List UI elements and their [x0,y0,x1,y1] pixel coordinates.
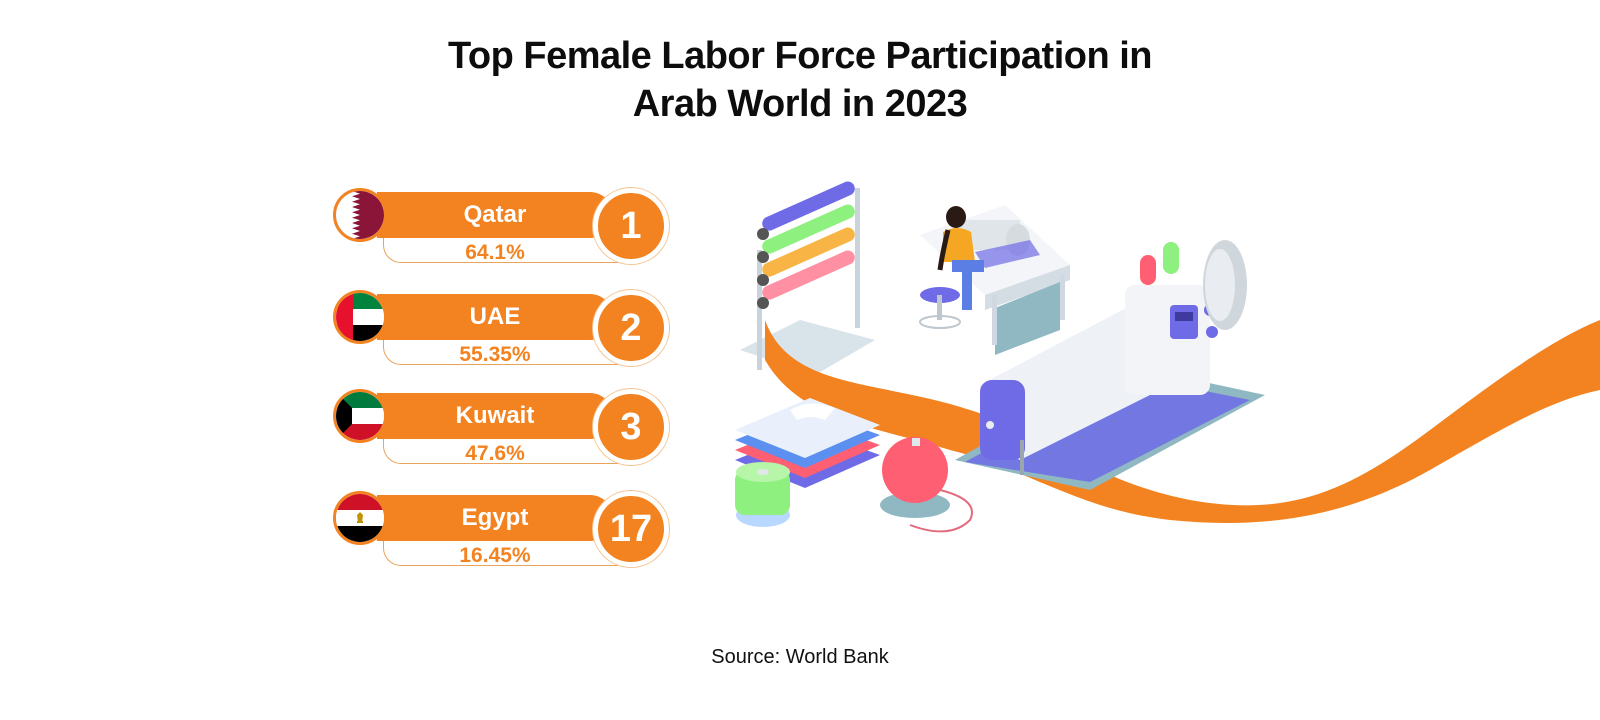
country-bar [377,495,613,541]
rank-badge: 2 [593,290,669,366]
participation-value: 16.45% [459,544,531,567]
country-name: Kuwait [455,402,535,429]
title-line-1: Top Female Labor Force Participation in [447,35,1153,77]
worker-figure [919,206,984,329]
yarn-balls [735,437,973,533]
chart-title: Top Female Labor Force Participation in … [300,32,1300,128]
participation-value: 64.1% [465,241,525,264]
qatar-flag-icon [333,188,387,242]
title-line-2: Arab World in 2023 [632,83,968,125]
country-bar [377,393,613,439]
uae-flag-icon [333,290,387,344]
source-note: Source: World Bank [711,646,889,668]
country-name: Egypt [461,504,529,531]
rank-badge: 1 [593,188,669,264]
row-outline [383,521,634,566]
row-outline [383,419,634,464]
rank-badge: 17 [593,491,669,567]
worker-desk [920,205,1070,355]
ranking-list: Qatar 64.1% 1 UAE 55.35% 2 Kuwait [0,0,700,720]
country-name: Qatar [463,201,527,228]
country-bar [377,294,613,340]
participation-value: 55.35% [459,343,531,366]
rank-badge: 3 [593,389,669,465]
ranking-row-kuwait: Kuwait 47.6% 3 [333,389,673,474]
country-bar [377,192,613,238]
kuwait-flag-icon [333,389,387,443]
sewing-workshop-illustration [735,181,1600,533]
egypt-flag-icon [333,491,387,545]
ranking-row-uae: UAE 55.35% 2 [333,290,673,375]
participation-value: 47.6% [465,442,525,465]
sewing-machine [955,240,1265,490]
fabric-ribbon [765,320,1600,523]
row-outline [383,218,634,263]
country-name: UAE [469,303,521,330]
ranking-row-qatar: Qatar 64.1% 1 [333,188,673,273]
ranking-row-egypt: Egypt 16.45% 17 [333,491,673,576]
row-outline [383,320,634,365]
fabric-rack [740,181,875,375]
